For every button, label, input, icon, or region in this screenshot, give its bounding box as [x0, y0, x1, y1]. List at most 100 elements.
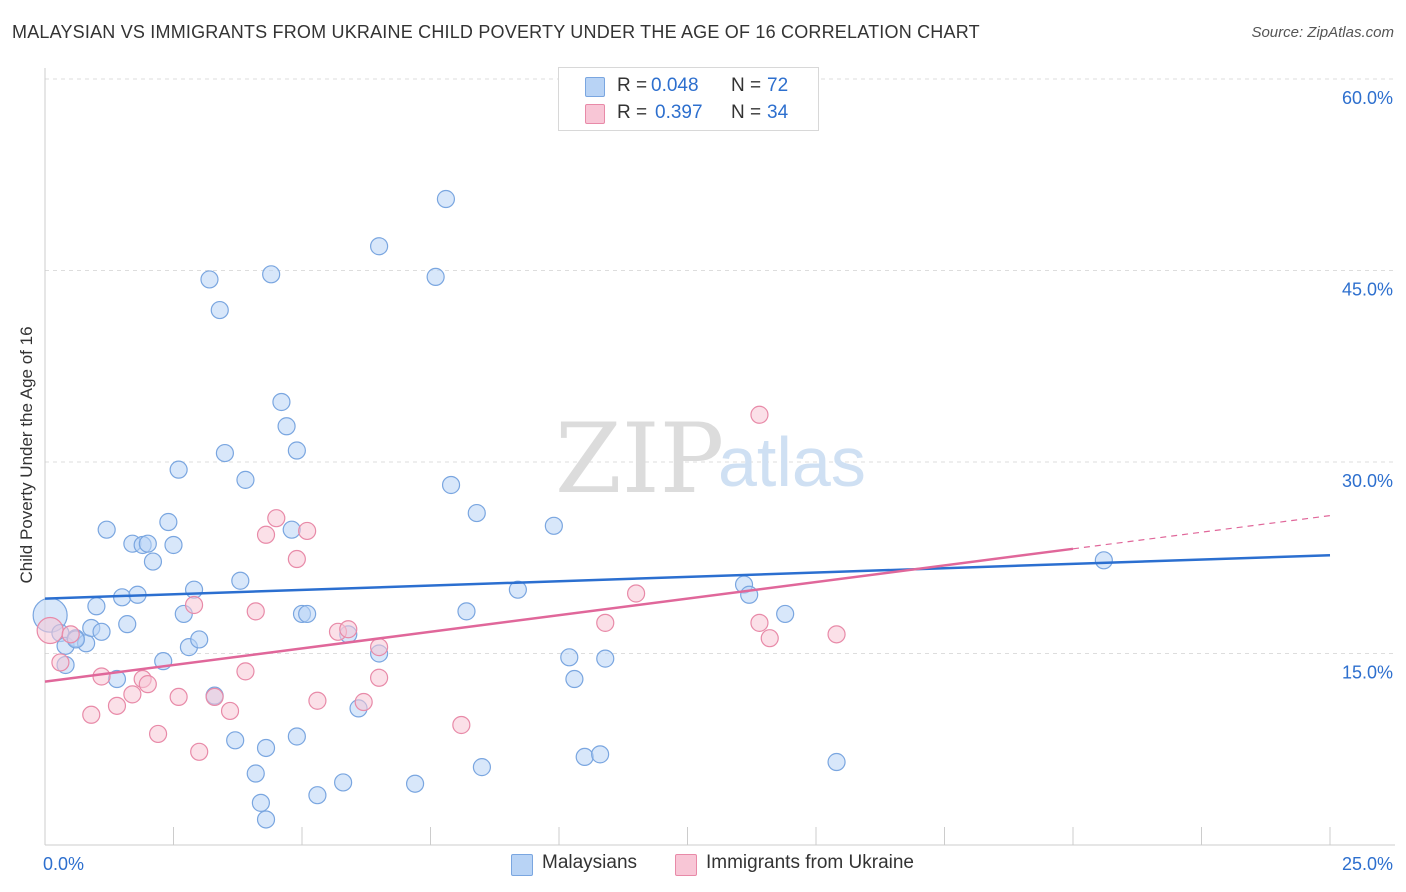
malaysians-point-61	[565, 669, 584, 689]
ukraine-point-1	[51, 653, 70, 672]
legend-label-ukraine: Immigrants from Ukraine	[706, 852, 914, 873]
ukraine-point-3	[82, 705, 101, 724]
ukraine-point-17	[256, 525, 276, 544]
malaysians-point-20	[164, 535, 183, 555]
ukraine-point-29	[626, 584, 646, 603]
ukraine-point-25	[370, 638, 389, 657]
ukraine-point-10	[169, 687, 188, 707]
legend-n-label: N =	[731, 75, 762, 96]
malaysians-point-57	[472, 758, 491, 777]
malaysians-point-41	[287, 441, 306, 460]
malaysians-point-12	[118, 615, 137, 634]
ukraine-point-28	[596, 613, 615, 632]
watermark: ZIP atlas	[555, 403, 866, 515]
malaysians-point-37	[262, 265, 281, 284]
ukraine-point-9	[148, 724, 168, 744]
malaysians-point-24	[184, 580, 204, 599]
malaysians-point-30	[226, 731, 245, 750]
ukraine-point-27	[452, 715, 471, 735]
malaysians-point-21	[169, 460, 188, 479]
ukraine-point-31	[750, 613, 769, 632]
malaysians-point-7	[87, 597, 106, 616]
ukraine-point-13	[205, 687, 224, 707]
y-tick-label-1: 30.0%	[1342, 471, 1393, 491]
ukraine-point-0	[36, 616, 64, 645]
ukraine-point-24	[354, 692, 373, 712]
legend-r-value: 0.397	[655, 102, 703, 123]
malaysians-point-36	[256, 738, 276, 758]
ukraine-point-6	[123, 685, 142, 704]
axes	[44, 68, 1395, 846]
malaysians-point-45	[308, 786, 327, 805]
malaysians-point-19	[159, 512, 178, 532]
x-tick-label-min: 0.0%	[43, 854, 84, 874]
malaysians-point-56	[467, 503, 486, 523]
ukraine-point-2	[61, 625, 80, 644]
malaysians-point-38	[272, 392, 291, 412]
malaysians-point-9	[97, 520, 116, 539]
ukraine-point-11	[184, 595, 204, 615]
ukraine-point-30	[750, 405, 769, 424]
malaysians-point-64	[596, 649, 615, 668]
trend-lines	[44, 515, 1331, 683]
ukraine-point-18	[267, 509, 286, 528]
trend-line-ukraine-extension	[1072, 515, 1331, 550]
trend-line-malaysians	[44, 553, 1331, 600]
malaysians-point-60	[560, 648, 579, 667]
malaysians-point-58	[508, 580, 527, 599]
legend-n-value: 34	[767, 102, 789, 123]
legend-label-malaysians: Malaysians	[542, 852, 638, 873]
source-label: Source: ZipAtlas.com	[1251, 24, 1394, 41]
malaysians-point-50	[370, 237, 389, 256]
ukraine-point-19	[287, 549, 306, 569]
malaysians-point-53	[436, 189, 456, 209]
tick-labels: 15.0% 30.0% 45.0% 60.0% 0.0% 25.0%	[43, 88, 1393, 874]
y-tick-label-0: 15.0%	[1342, 663, 1393, 683]
malaysians-point-69	[827, 752, 846, 772]
gridlines	[45, 78, 1395, 654]
legend-swatch-pink	[585, 104, 605, 124]
malaysians-point-62	[575, 747, 594, 767]
malaysians-point-34	[251, 793, 270, 812]
watermark-atlas: atlas	[718, 423, 866, 501]
series-ukraine	[36, 405, 846, 761]
legend-r-label: R =	[617, 75, 648, 96]
malaysians-point-31	[231, 571, 250, 590]
malaysians-point-16	[138, 534, 157, 553]
y-tick-label-2: 45.0%	[1342, 280, 1393, 300]
malaysians-point-70	[1094, 551, 1113, 570]
malaysians-point-68	[776, 604, 795, 624]
ukraine-point-21	[308, 691, 327, 710]
legend-n-label: N =	[731, 102, 762, 123]
watermark-zip: ZIP	[555, 403, 724, 515]
ukraine-point-32	[760, 629, 779, 648]
malaysians-point-17	[143, 552, 163, 571]
malaysians-point-8	[92, 622, 111, 641]
malaysians-point-46	[334, 773, 353, 792]
malaysians-point-39	[277, 417, 296, 436]
stats-legend: R = 0.048 N = 72 R = 0.397 N = 34	[558, 67, 819, 131]
ukraine-point-33	[827, 625, 846, 644]
malaysians-point-63	[591, 745, 610, 764]
ukraine-point-15	[236, 662, 255, 681]
malaysians-point-35	[256, 810, 276, 829]
trend-line-ukraine	[44, 547, 1074, 683]
ukraine-point-4	[92, 667, 111, 686]
malaysians-point-54	[441, 475, 461, 495]
malaysians-point-51	[405, 774, 425, 793]
y-tick-label-3: 60.0%	[1342, 88, 1393, 108]
ukraine-point-20	[298, 521, 317, 541]
ukraine-point-12	[190, 742, 209, 761]
ukraine-point-14	[220, 701, 240, 721]
malaysians-point-52	[426, 267, 445, 286]
malaysians-point-25	[190, 630, 209, 649]
malaysians-point-44	[298, 604, 317, 624]
ukraine-point-16	[246, 602, 265, 621]
ukraine-point-8	[138, 675, 157, 694]
legend-swatch-pink	[675, 854, 697, 876]
malaysians-point-59	[544, 516, 563, 535]
malaysians-point-40	[282, 520, 301, 539]
malaysians-point-33	[246, 764, 265, 783]
ukraine-point-5	[107, 696, 127, 715]
